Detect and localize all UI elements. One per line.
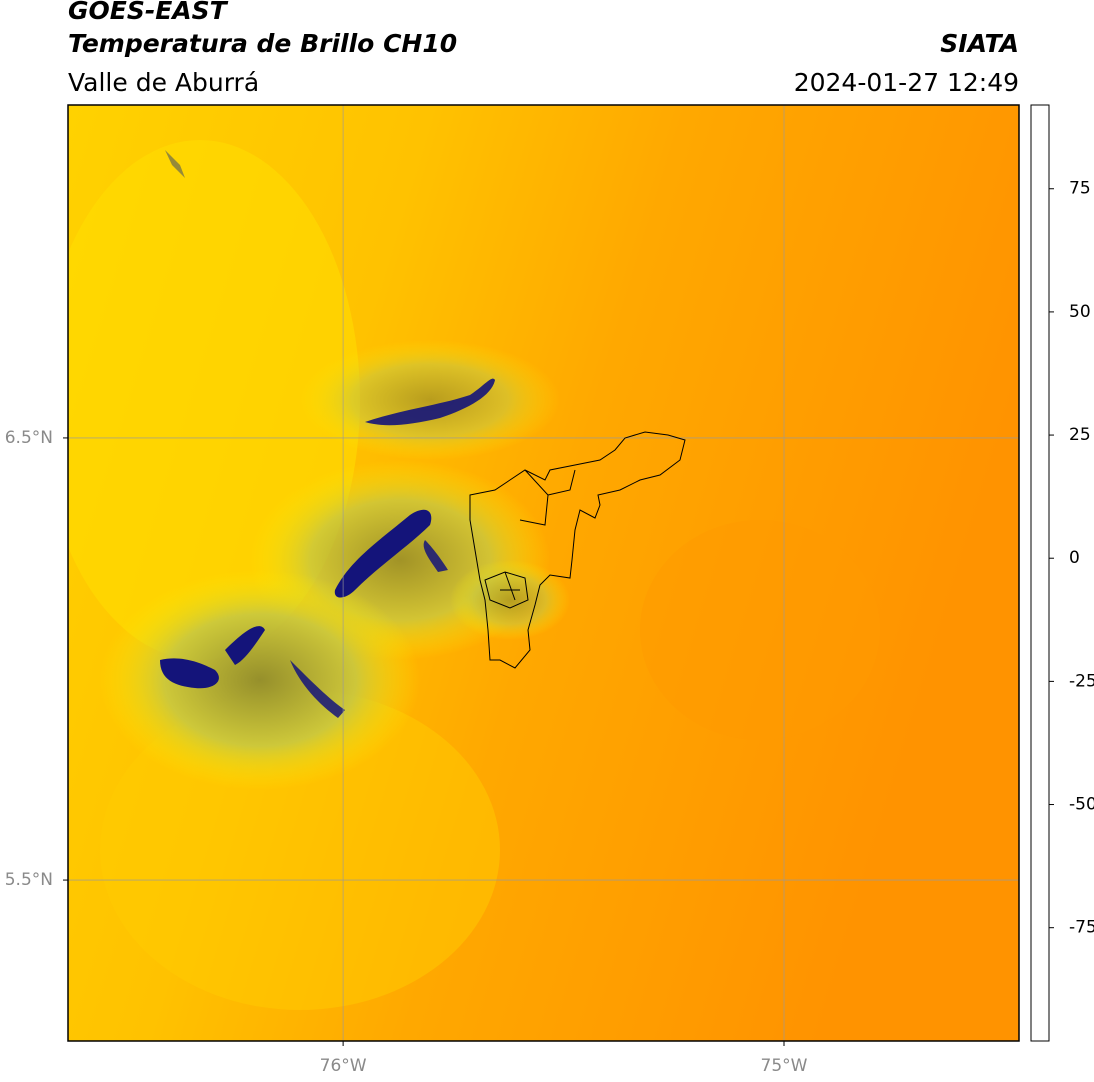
source: SIATA: [940, 29, 1019, 58]
colorbar-tick-label: -50: [1069, 795, 1094, 815]
colorbar-tick-label: -25: [1069, 671, 1094, 691]
grid: [68, 105, 1019, 1041]
colorbar-tick-label: -75: [1069, 918, 1094, 938]
colorbar-tick-label: 25: [1069, 425, 1091, 445]
colorbar-tick-label: 50: [1069, 302, 1091, 322]
map-field: [68, 105, 1019, 1041]
title: GOES-EAST: [68, 0, 229, 25]
date: 2024-01-27 12:49: [794, 68, 1019, 97]
subtitle: Temperatura de Brillo CH10: [68, 29, 457, 58]
y-tick-label: 5.5°N: [5, 870, 53, 890]
colorbar: -75 -50 -25 0 25 50 75: [1030, 104, 1094, 1042]
municipal-boundaries: [469, 431, 686, 669]
x-tick-label: 76°W: [320, 1056, 367, 1076]
y-tick-label: 6.5°N: [5, 428, 53, 448]
colorbar-tick-label: 0: [1069, 548, 1080, 568]
region: Valle de Aburrá: [68, 68, 259, 97]
colorbar-tick-label: 75: [1069, 179, 1091, 199]
colorbar-gradient: [1030, 104, 1050, 1042]
map-frame: [67, 104, 1020, 1042]
x-tick-label: 75°W: [761, 1056, 808, 1076]
